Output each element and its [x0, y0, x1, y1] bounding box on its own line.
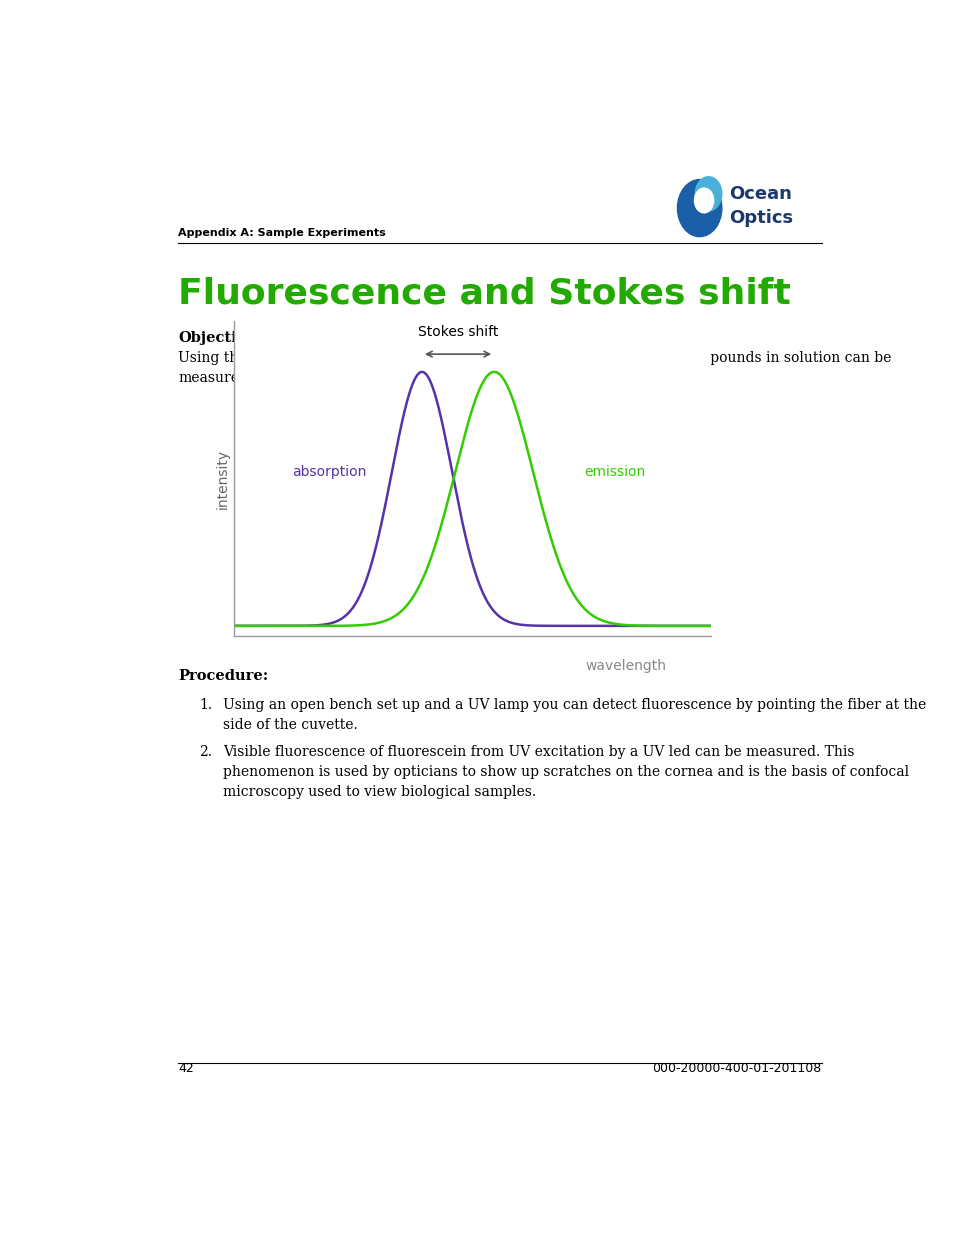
Text: wavelength: wavelength	[584, 658, 665, 673]
Text: 000-20000-400-01-201108: 000-20000-400-01-201108	[652, 1062, 821, 1076]
Text: Objectives:: Objectives:	[178, 331, 269, 345]
Text: Using the side port of the sampling unit the Stokes shift of fluorescent compoun: Using the side port of the sampling unit…	[178, 351, 891, 385]
Text: Fluorescence and Stokes shift: Fluorescence and Stokes shift	[178, 277, 790, 310]
Text: absorption: absorption	[292, 466, 366, 479]
Circle shape	[694, 188, 713, 212]
Y-axis label: intensity: intensity	[215, 448, 230, 509]
Text: Visible fluorescence of fluorescein from UV excitation by a UV led can be measur: Visible fluorescence of fluorescein from…	[222, 746, 908, 799]
Text: Procedure:: Procedure:	[178, 669, 269, 683]
Text: Ocean: Ocean	[728, 185, 791, 203]
Text: Optics: Optics	[728, 209, 793, 226]
Text: 42: 42	[178, 1062, 194, 1076]
Circle shape	[677, 179, 721, 237]
Text: 1.: 1.	[199, 698, 212, 711]
Text: Stokes shift: Stokes shift	[417, 325, 497, 338]
Text: Using an open bench set up and a UV lamp you can detect fluorescence by pointing: Using an open bench set up and a UV lamp…	[222, 698, 925, 732]
Circle shape	[695, 177, 721, 211]
Text: emission: emission	[584, 466, 645, 479]
Text: 2.: 2.	[199, 746, 212, 760]
Text: Appendix A: Sample Experiments: Appendix A: Sample Experiments	[178, 227, 386, 237]
